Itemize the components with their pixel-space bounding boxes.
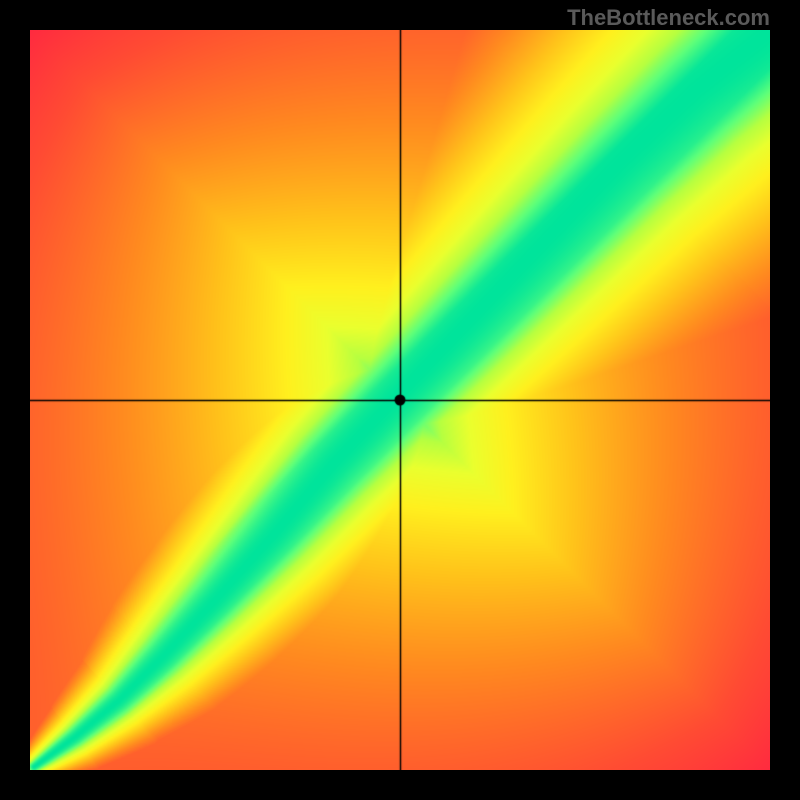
watermark-text: TheBottleneck.com	[567, 5, 770, 31]
heatmap-plot	[30, 30, 770, 770]
heatmap-canvas	[30, 30, 770, 770]
